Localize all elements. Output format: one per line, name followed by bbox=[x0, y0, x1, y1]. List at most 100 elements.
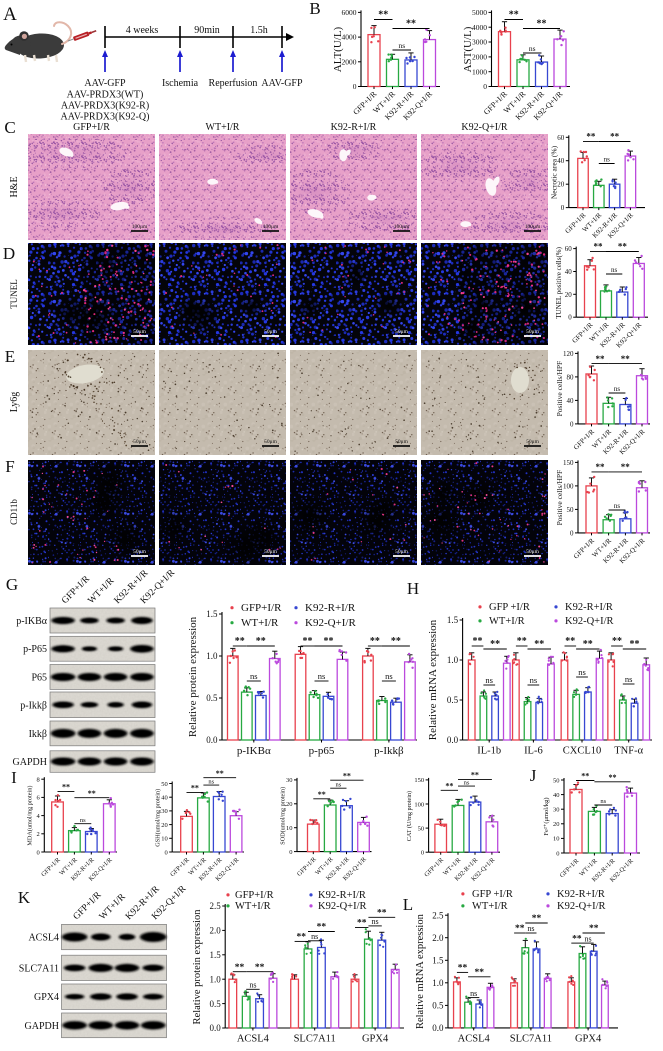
svg-text:ns: ns bbox=[585, 934, 592, 943]
svg-text:60: 60 bbox=[557, 134, 565, 142]
svg-text:**: ** bbox=[517, 636, 527, 647]
svg-text:**: ** bbox=[612, 636, 622, 647]
svg-text:0: 0 bbox=[570, 529, 574, 537]
svg-text:50: 50 bbox=[553, 777, 560, 784]
svg-text:J: J bbox=[530, 766, 537, 785]
svg-text:I: I bbox=[11, 768, 17, 787]
svg-text:K92-R+I/R: K92-R+I/R bbox=[565, 602, 613, 613]
svg-text:p-P65: p-P65 bbox=[23, 644, 47, 655]
svg-text:**: ** bbox=[391, 636, 401, 647]
svg-text:**: ** bbox=[490, 639, 500, 650]
svg-text:50: 50 bbox=[418, 825, 425, 832]
svg-text:ns: ns bbox=[485, 675, 493, 685]
svg-text:100μm: 100μm bbox=[132, 224, 148, 230]
svg-text:ACSL4: ACSL4 bbox=[28, 933, 59, 944]
svg-text:IL-1b: IL-1b bbox=[477, 746, 501, 757]
svg-text:**: ** bbox=[596, 354, 606, 364]
svg-text:20: 20 bbox=[565, 291, 573, 299]
svg-text:2.5: 2.5 bbox=[209, 901, 221, 911]
svg-text:ns: ns bbox=[611, 266, 618, 274]
svg-text:4: 4 bbox=[37, 813, 41, 820]
svg-text:50: 50 bbox=[161, 781, 168, 788]
svg-text:100: 100 bbox=[414, 801, 424, 808]
svg-text:p-IKBα: p-IKBα bbox=[237, 745, 271, 757]
svg-text:**: ** bbox=[610, 132, 620, 142]
svg-text:**: ** bbox=[473, 636, 483, 647]
svg-text:50: 50 bbox=[567, 506, 575, 514]
svg-text:50μm: 50μm bbox=[526, 549, 539, 555]
svg-text:0: 0 bbox=[556, 850, 559, 857]
svg-text:AAV-GFP: AAV-GFP bbox=[261, 78, 303, 89]
svg-text:40: 40 bbox=[557, 157, 565, 165]
svg-text:20: 20 bbox=[557, 181, 565, 189]
svg-text:0.0: 0.0 bbox=[432, 1023, 444, 1033]
svg-text:**: ** bbox=[317, 923, 327, 933]
svg-text:**: ** bbox=[572, 934, 582, 944]
svg-text:ACSL4: ACSL4 bbox=[458, 1033, 491, 1044]
svg-text:ALT(U/L): ALT(U/L) bbox=[332, 26, 344, 72]
svg-text:GPX4: GPX4 bbox=[362, 1034, 389, 1045]
svg-text:A: A bbox=[3, 4, 17, 25]
svg-text:GSH(umol/mg protein): GSH(umol/mg protein) bbox=[155, 789, 162, 847]
svg-text:**: ** bbox=[509, 10, 519, 21]
svg-text:K92-R+I/R: K92-R+I/R bbox=[331, 122, 377, 133]
svg-text:Reperfusion: Reperfusion bbox=[209, 78, 258, 89]
svg-text:30: 30 bbox=[286, 777, 293, 784]
svg-text:**: ** bbox=[515, 924, 525, 934]
svg-text:AST(U/L): AST(U/L) bbox=[462, 26, 474, 72]
svg-text:**: ** bbox=[586, 132, 596, 142]
svg-text:Positive cells/HPF: Positive cells/HPF bbox=[555, 361, 564, 417]
svg-text:K92-R+I/R: K92-R+I/R bbox=[557, 889, 605, 900]
svg-text:**: ** bbox=[532, 914, 542, 924]
svg-text:10: 10 bbox=[286, 825, 293, 832]
svg-text:TNF-α: TNF-α bbox=[614, 746, 643, 757]
svg-text:2: 2 bbox=[37, 831, 40, 838]
svg-text:**: ** bbox=[630, 639, 640, 650]
svg-text:ns: ns bbox=[464, 779, 470, 786]
svg-text:GPX4: GPX4 bbox=[34, 992, 59, 1003]
svg-text:120: 120 bbox=[563, 350, 574, 358]
svg-text:30: 30 bbox=[553, 807, 560, 814]
svg-text:p-IKBα: p-IKBα bbox=[16, 616, 48, 627]
svg-text:40: 40 bbox=[567, 397, 575, 405]
svg-text:**: ** bbox=[256, 636, 266, 647]
svg-text:Ikkβ: Ikkβ bbox=[29, 729, 47, 740]
svg-text:K92-R+I/R: K92-R+I/R bbox=[318, 890, 366, 901]
svg-text:50μm: 50μm bbox=[526, 439, 539, 445]
svg-text:0.5: 0.5 bbox=[447, 695, 459, 705]
svg-text:**: ** bbox=[357, 919, 367, 929]
svg-text:Relative mRNA expression: Relative mRNA expression bbox=[427, 619, 439, 740]
svg-text:p-Ikkβ: p-Ikkβ bbox=[20, 700, 47, 711]
svg-text:Positive cells/HPF: Positive cells/HPF bbox=[555, 470, 564, 526]
svg-text:10: 10 bbox=[161, 836, 168, 843]
svg-text:p-Ikkβ: p-Ikkβ bbox=[374, 745, 404, 757]
svg-text:80: 80 bbox=[567, 373, 575, 381]
svg-text:0: 0 bbox=[568, 314, 572, 322]
svg-text:**: ** bbox=[583, 639, 593, 650]
svg-text:WT+I/R: WT+I/R bbox=[235, 901, 271, 912]
svg-text:**: ** bbox=[594, 242, 604, 252]
svg-text:K92-Q+I/R: K92-Q+I/R bbox=[565, 616, 614, 627]
svg-text:**: ** bbox=[534, 639, 544, 650]
svg-text:5000: 5000 bbox=[472, 8, 487, 17]
svg-text:**: ** bbox=[255, 963, 265, 973]
svg-text:ns: ns bbox=[80, 817, 86, 824]
svg-text:2.0: 2.0 bbox=[209, 926, 221, 936]
svg-text:20: 20 bbox=[161, 822, 168, 829]
svg-text:C: C bbox=[4, 118, 15, 137]
svg-text:**: ** bbox=[318, 790, 326, 799]
svg-text:F: F bbox=[5, 457, 14, 476]
svg-text:GFP +I/R: GFP +I/R bbox=[489, 602, 530, 613]
svg-text:**: ** bbox=[324, 636, 334, 647]
svg-text:0.5: 0.5 bbox=[209, 999, 221, 1009]
svg-text:0.0: 0.0 bbox=[447, 735, 459, 745]
svg-text:50μm: 50μm bbox=[395, 549, 408, 555]
svg-text:WT+I/R: WT+I/R bbox=[489, 616, 525, 627]
svg-text:100μm: 100μm bbox=[525, 224, 541, 230]
svg-text:GAPDH: GAPDH bbox=[25, 1021, 59, 1032]
svg-text:ns: ns bbox=[249, 981, 256, 990]
svg-text:**: ** bbox=[618, 242, 628, 252]
svg-text:AAV-PRDX3(K92-Q): AAV-PRDX3(K92-Q) bbox=[61, 112, 150, 123]
svg-text:**: ** bbox=[303, 636, 313, 647]
svg-text:150: 150 bbox=[414, 777, 424, 784]
